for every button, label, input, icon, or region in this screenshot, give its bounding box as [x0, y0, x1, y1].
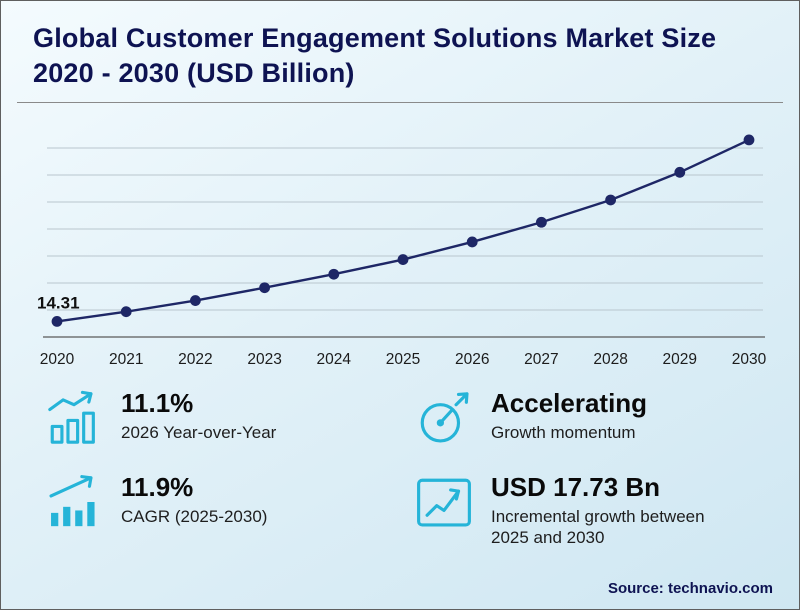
svg-text:2030: 2030: [732, 351, 767, 368]
svg-text:2026: 2026: [455, 351, 489, 368]
svg-text:2022: 2022: [178, 351, 212, 368]
market-size-line-chart: 14.31 2020 2021 2022 2023 2024 2025 2026 2027 202…: [37, 134, 767, 368]
stat-label: Incremental growth between 2025 and 2030: [491, 506, 705, 548]
stat-text: 11.1% 2026 Year-over-Year: [121, 388, 277, 443]
svg-text:2021: 2021: [109, 351, 143, 368]
svg-text:2028: 2028: [593, 351, 627, 368]
chart-increase-icon: [45, 389, 103, 447]
stat-value: Accelerating: [491, 388, 648, 419]
svg-text:14.31: 14.31: [37, 294, 80, 313]
stat-text: USD 17.73 Bn Incremental growth between …: [491, 472, 741, 548]
title-divider: [17, 102, 783, 104]
svg-text:2029: 2029: [663, 351, 697, 368]
svg-text:2024: 2024: [317, 351, 352, 368]
page-title: Global Customer Engagement Solutions Mar…: [33, 23, 717, 88]
stat-value: USD 17.73 Bn: [491, 472, 661, 503]
stat-value: 11.1%: [121, 388, 194, 419]
stat-momentum: Accelerating Growth momentum: [415, 388, 765, 447]
stat-cagr: 11.9% CAGR (2025-2030): [45, 472, 395, 548]
stat-value: 11.9%: [121, 472, 194, 503]
svg-text:2027: 2027: [524, 351, 558, 368]
source-credit: Source: technavio.com: [607, 580, 773, 597]
stat-text: Accelerating Growth momentum: [491, 388, 648, 443]
stat-label: 2026 Year-over-Year: [121, 422, 277, 442]
svg-text:2023: 2023: [247, 351, 281, 368]
stat-label: Growth momentum: [491, 422, 636, 442]
svg-text:2020: 2020: [40, 351, 75, 368]
stat-label: CAGR (2025-2030): [121, 506, 268, 526]
stats-grid: 11.1% 2026 Year-over-Year Accelerating G…: [1, 388, 799, 548]
boxed-growth-icon: [415, 473, 473, 531]
stat-incremental-growth: USD 17.73 Bn Incremental growth between …: [415, 472, 765, 548]
svg-text:2025: 2025: [386, 351, 420, 368]
stat-text: 11.9% CAGR (2025-2030): [121, 472, 268, 527]
gauge-icon: [415, 389, 473, 447]
bar-growth-icon: [45, 473, 103, 531]
stat-yoy-growth: 11.1% 2026 Year-over-Year: [45, 388, 395, 447]
